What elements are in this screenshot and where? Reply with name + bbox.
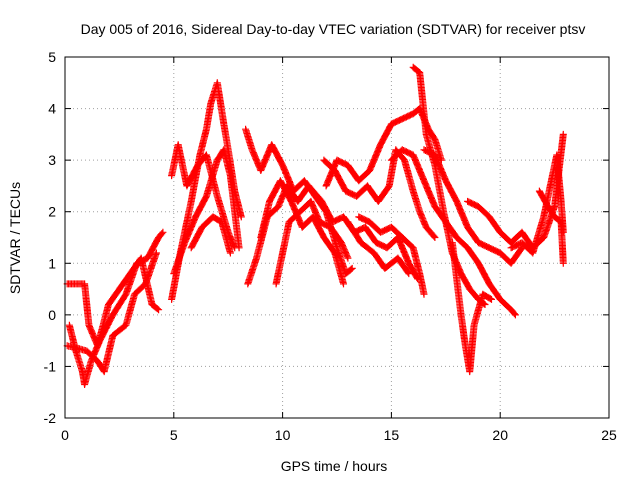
data-point-markers: [420, 146, 526, 267]
data-point-markers: [322, 105, 445, 190]
data-point-markers: [448, 239, 495, 376]
y-tick-label: 4: [48, 101, 56, 117]
series-track-21: [507, 151, 567, 257]
series-track-15: [344, 218, 413, 278]
data-point-markers: [344, 218, 413, 278]
y-tick-label: -1: [44, 358, 57, 374]
x-tick-label: 20: [492, 427, 508, 443]
series-track-18: [420, 146, 526, 267]
data-points: [63, 63, 567, 388]
series-track-12: [322, 105, 445, 190]
y-tick-label: 2: [48, 204, 56, 220]
axis-ticks: 0 5 10 15 20 25 -2 -1 0 1 2 3 4 5: [44, 49, 617, 443]
y-axis-label: SDTVAR / TECUs: [7, 182, 23, 294]
plot-frame: [64, 56, 610, 419]
x-tick-label: 5: [170, 427, 178, 443]
series-track-3: [63, 249, 160, 376]
y-tick-label: 3: [48, 152, 56, 168]
data-point-markers: [257, 177, 347, 288]
data-point-markers: [272, 197, 352, 288]
data-point-markers: [507, 151, 567, 257]
data-point-markers: [464, 130, 567, 252]
series-track-22: [535, 187, 567, 267]
y-tick-label: 5: [48, 49, 56, 65]
series-track-7: [187, 213, 234, 257]
x-tick-label: 15: [384, 427, 400, 443]
data-point-markers: [355, 213, 428, 298]
data-point-markers: [63, 249, 160, 376]
x-tick-label: 10: [275, 427, 291, 443]
series-track-10: [257, 177, 347, 288]
data-point-markers: [387, 146, 519, 319]
x-axis-label: GPS time / hours: [281, 458, 388, 474]
data-point-markers: [65, 228, 167, 388]
x-tick-label: 0: [61, 427, 69, 443]
y-tick-label: 0: [48, 307, 56, 323]
data-point-markers: [187, 213, 234, 257]
x-tick-label: 25: [601, 427, 617, 443]
chart-title: Day 005 of 2016, Sidereal Day-to-day VTE…: [81, 21, 586, 37]
series-track-11: [272, 197, 352, 288]
series-track-6: [168, 141, 239, 252]
series-track-14: [355, 213, 428, 298]
series-track-19: [448, 239, 495, 376]
y-tick-label: 1: [48, 255, 56, 271]
series-track-17: [387, 146, 519, 319]
y-tick-label: -2: [44, 410, 57, 426]
series-track-20: [464, 130, 567, 252]
data-point-markers: [168, 141, 239, 252]
series-track-2: [65, 228, 167, 388]
data-point-markers: [535, 187, 567, 267]
